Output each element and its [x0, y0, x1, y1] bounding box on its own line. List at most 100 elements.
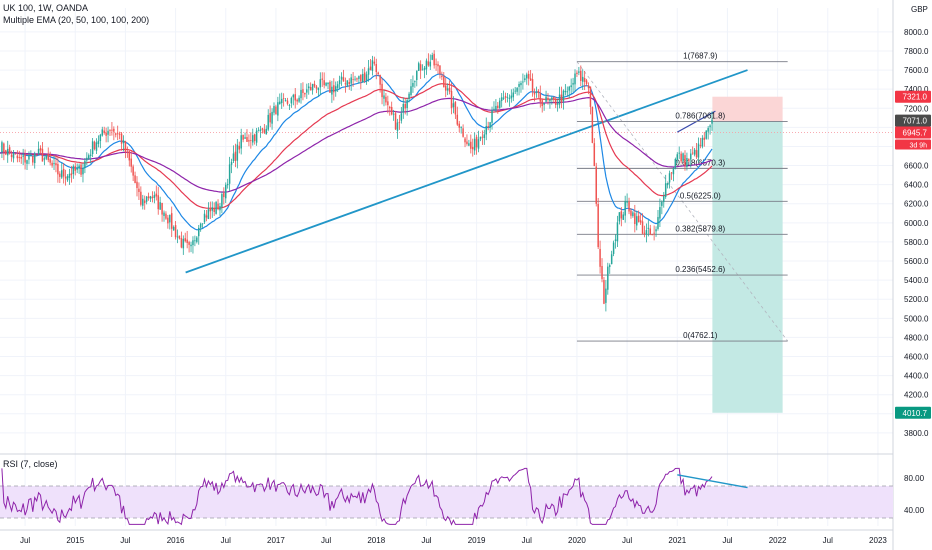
time-axis[interactable]: Jul 2015 Jul 2016 Jul 2017 Jul 2018 Jul 2019 Jul 20…	[20, 536, 887, 545]
candle-body	[468, 143, 470, 146]
candle-body	[585, 80, 588, 84]
candle-body	[394, 113, 397, 130]
time-tick-label: 2015	[66, 536, 84, 545]
candle-body	[118, 133, 121, 135]
price-tick-label: 4200.0	[904, 391, 929, 400]
candle-body	[95, 142, 98, 151]
candle-body	[201, 223, 204, 225]
candle-body	[601, 266, 603, 279]
candle-body	[99, 134, 102, 141]
candle-body	[57, 163, 59, 175]
candle-body	[136, 181, 138, 188]
candle-body	[111, 129, 113, 131]
candle-body	[157, 195, 159, 210]
candle-body	[228, 164, 231, 184]
candle-body	[319, 79, 322, 88]
candle-body	[242, 134, 244, 140]
candle-body	[435, 63, 437, 65]
candle-body	[203, 213, 206, 223]
ema-lines	[0, 73, 713, 231]
candle-body	[346, 80, 349, 86]
stop-tag-bg	[895, 90, 931, 103]
price-tick-label: 6400.0	[904, 181, 929, 190]
candle-body	[508, 98, 511, 99]
indicator-legend[interactable]: Multiple EMA (20, 50, 100, 100, 200)	[3, 15, 150, 25]
candle-body	[520, 82, 522, 86]
candle-body	[433, 53, 435, 66]
price-tick-label: 7400.0	[904, 85, 929, 94]
candle-body	[500, 97, 503, 101]
candle-body	[153, 195, 156, 198]
candle-body	[437, 64, 439, 67]
candle-body	[269, 113, 271, 123]
candle-body	[178, 235, 181, 239]
price-tick-label: 8000.0	[904, 28, 929, 37]
candle-body	[352, 79, 354, 81]
candle-body	[630, 210, 632, 216]
candle-body	[128, 151, 131, 161]
candle-body	[304, 92, 306, 95]
rsi-line	[1, 467, 713, 526]
current-price-tag-sub: 3d 9h	[909, 143, 927, 150]
candle-body	[51, 162, 53, 166]
candle-body	[408, 93, 410, 100]
candle-body	[309, 87, 312, 91]
candle-body	[560, 94, 563, 103]
candle-body	[387, 101, 389, 106]
candle-body	[24, 154, 26, 163]
candle-body	[306, 89, 308, 93]
candle-body	[66, 176, 69, 181]
price-tick-label: 5000.0	[904, 314, 929, 323]
currency-label: GBP	[911, 5, 928, 14]
candle-body	[693, 149, 696, 155]
candle-body	[350, 77, 352, 84]
candle-body	[703, 137, 706, 140]
rsi-legend[interactable]: RSI (7, close)	[3, 459, 58, 469]
candle-body	[132, 166, 134, 176]
candle-body	[197, 227, 200, 237]
candle-body	[473, 138, 476, 151]
candle-body	[479, 136, 482, 140]
candle-body	[504, 96, 507, 98]
candle-body	[589, 86, 592, 107]
candle-body	[603, 280, 605, 304]
fib-level-label: 0.236(5452.6)	[675, 265, 725, 274]
candle-body	[574, 73, 576, 85]
candle-body	[493, 108, 495, 110]
time-tick-label: Jul	[120, 536, 130, 545]
candle-body	[510, 95, 513, 99]
candle-body	[423, 67, 426, 70]
candle-body	[400, 113, 403, 121]
price-axis[interactable]: 3800.04000.04200.04400.04600.04800.05000…	[904, 5, 929, 438]
candle-body	[605, 288, 607, 303]
rsi-tick-label: 40.00	[904, 506, 925, 515]
candle-body	[487, 126, 489, 128]
candle-body	[271, 111, 273, 124]
candle-body	[576, 72, 578, 74]
candle-body	[261, 128, 264, 130]
candle-body	[537, 90, 540, 93]
candle-body	[441, 75, 443, 78]
current-price-tag: 6945.7	[903, 129, 928, 138]
candle-body	[699, 145, 702, 146]
candle-body	[491, 109, 493, 123]
candle-body	[199, 223, 202, 228]
candle-body	[340, 76, 343, 80]
candle-body	[462, 128, 464, 137]
candle-body	[668, 173, 671, 183]
candle-body	[545, 96, 547, 102]
candle-body	[226, 183, 229, 186]
candle-body	[464, 138, 466, 143]
candle-body	[348, 82, 351, 85]
candle-body	[392, 113, 395, 115]
candle-body	[217, 203, 219, 210]
time-tick-label: 2022	[769, 536, 787, 545]
candle-body	[252, 135, 254, 143]
candle-body	[149, 196, 152, 199]
candle-body	[664, 183, 667, 197]
candle-body	[516, 87, 518, 92]
symbol-title[interactable]: UK 100, 1W, OANDA	[3, 3, 89, 13]
candle-body	[483, 134, 486, 139]
candle-body	[593, 143, 596, 167]
